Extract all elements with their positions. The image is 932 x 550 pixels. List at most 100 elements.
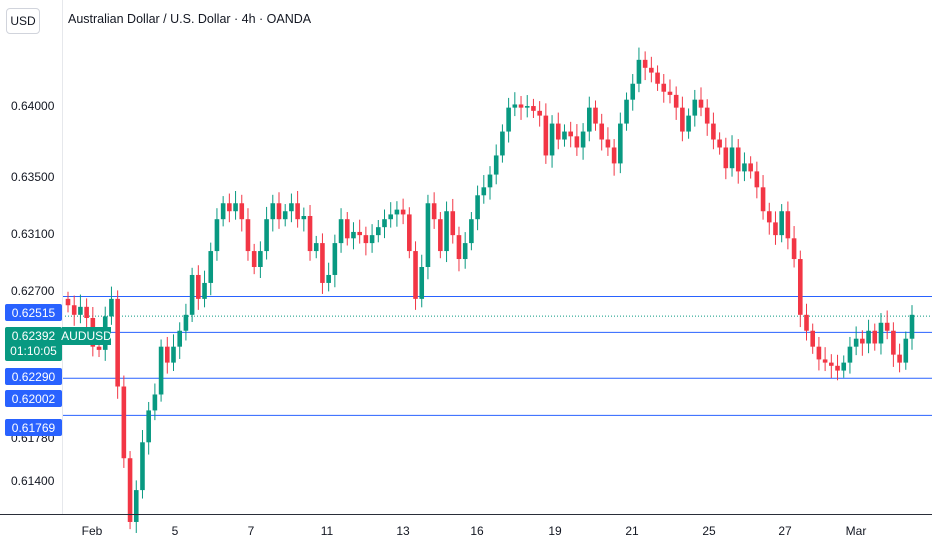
level-label[interactable]: 0.62002	[5, 390, 62, 407]
candle[interactable]	[872, 323, 878, 351]
candle[interactable]	[804, 303, 809, 341]
candle[interactable]	[829, 354, 834, 379]
candle[interactable]	[344, 212, 350, 246]
candle[interactable]	[444, 201, 449, 263]
candle[interactable]	[289, 193, 294, 223]
candle[interactable]	[71, 295, 77, 326]
level-label[interactable]: 0.62290	[5, 368, 62, 385]
candle[interactable]	[189, 267, 195, 322]
candle[interactable]	[382, 209, 387, 239]
candle[interactable]	[115, 290, 120, 399]
candle[interactable]	[407, 207, 412, 259]
candle[interactable]	[369, 224, 375, 253]
candle[interactable]	[860, 330, 865, 356]
candle[interactable]	[264, 206, 269, 260]
candle[interactable]	[797, 250, 803, 328]
candle[interactable]	[158, 339, 164, 402]
level-label[interactable]: 0.62515	[5, 304, 62, 321]
candle[interactable]	[891, 322, 896, 367]
candle[interactable]	[78, 294, 83, 324]
candle[interactable]	[816, 336, 822, 371]
candle[interactable]	[562, 124, 567, 147]
candle[interactable]	[735, 139, 741, 184]
candle[interactable]	[487, 166, 493, 200]
candle[interactable]	[878, 313, 884, 355]
candle[interactable]	[375, 219, 381, 243]
candle[interactable]	[766, 202, 772, 235]
candle[interactable]	[419, 254, 425, 308]
candle[interactable]	[655, 65, 660, 91]
candle[interactable]	[649, 56, 654, 83]
candle[interactable]	[835, 354, 840, 381]
candle[interactable]	[270, 194, 276, 232]
candle[interactable]	[686, 108, 691, 139]
candle[interactable]	[822, 347, 828, 372]
candle[interactable]	[251, 243, 257, 275]
candle[interactable]	[903, 331, 909, 370]
candle[interactable]	[196, 265, 201, 310]
candle[interactable]	[630, 74, 636, 111]
candle[interactable]	[773, 211, 778, 245]
candle[interactable]	[282, 204, 288, 227]
candle[interactable]	[84, 298, 89, 331]
candle[interactable]	[754, 161, 760, 199]
candle[interactable]	[661, 74, 667, 103]
candle[interactable]	[462, 232, 468, 269]
candle[interactable]	[469, 212, 474, 251]
candle[interactable]	[568, 121, 573, 148]
candle[interactable]	[667, 79, 673, 104]
candle[interactable]	[233, 190, 238, 220]
candle[interactable]	[425, 194, 431, 280]
candle[interactable]	[537, 101, 542, 127]
candle[interactable]	[363, 226, 369, 256]
candle[interactable]	[400, 198, 406, 225]
candle[interactable]	[357, 219, 362, 244]
candle[interactable]	[152, 383, 158, 421]
candle[interactable]	[785, 201, 791, 250]
candle[interactable]	[388, 202, 394, 228]
candle[interactable]	[65, 291, 71, 313]
candle[interactable]	[220, 196, 226, 227]
candle[interactable]	[810, 323, 816, 354]
candle[interactable]	[258, 241, 263, 278]
candle[interactable]	[531, 98, 536, 119]
candle[interactable]	[177, 322, 183, 359]
candle[interactable]	[723, 137, 729, 180]
candle[interactable]	[320, 233, 325, 294]
candle[interactable]	[760, 175, 766, 220]
candle[interactable]	[624, 92, 629, 131]
candle[interactable]	[332, 234, 338, 288]
level-label[interactable]: 0.61769	[5, 419, 62, 436]
candle[interactable]	[413, 241, 418, 310]
candle[interactable]	[202, 270, 207, 308]
candle[interactable]	[618, 112, 623, 174]
candle[interactable]	[127, 451, 133, 530]
candle[interactable]	[841, 355, 847, 378]
candle[interactable]	[518, 96, 524, 120]
candle[interactable]	[512, 92, 518, 117]
candle[interactable]	[698, 87, 704, 117]
candle[interactable]	[227, 193, 232, 223]
candle[interactable]	[549, 115, 555, 168]
candle[interactable]	[475, 185, 480, 231]
candle[interactable]	[326, 262, 331, 292]
candle[interactable]	[450, 198, 456, 244]
candle[interactable]	[506, 97, 511, 143]
candle[interactable]	[121, 375, 127, 468]
candle[interactable]	[704, 99, 710, 136]
candle[interactable]	[692, 89, 698, 127]
candle[interactable]	[748, 156, 753, 179]
candle[interactable]	[109, 286, 114, 325]
candle[interactable]	[611, 139, 617, 176]
candle[interactable]	[214, 208, 220, 261]
candle[interactable]	[313, 235, 319, 259]
candle[interactable]	[245, 208, 251, 261]
candle[interactable]	[580, 123, 586, 160]
candle[interactable]	[729, 135, 735, 177]
candle[interactable]	[394, 201, 400, 227]
candle[interactable]	[301, 207, 307, 232]
candle[interactable]	[493, 144, 499, 185]
candle[interactable]	[593, 100, 598, 131]
candle[interactable]	[717, 132, 722, 155]
